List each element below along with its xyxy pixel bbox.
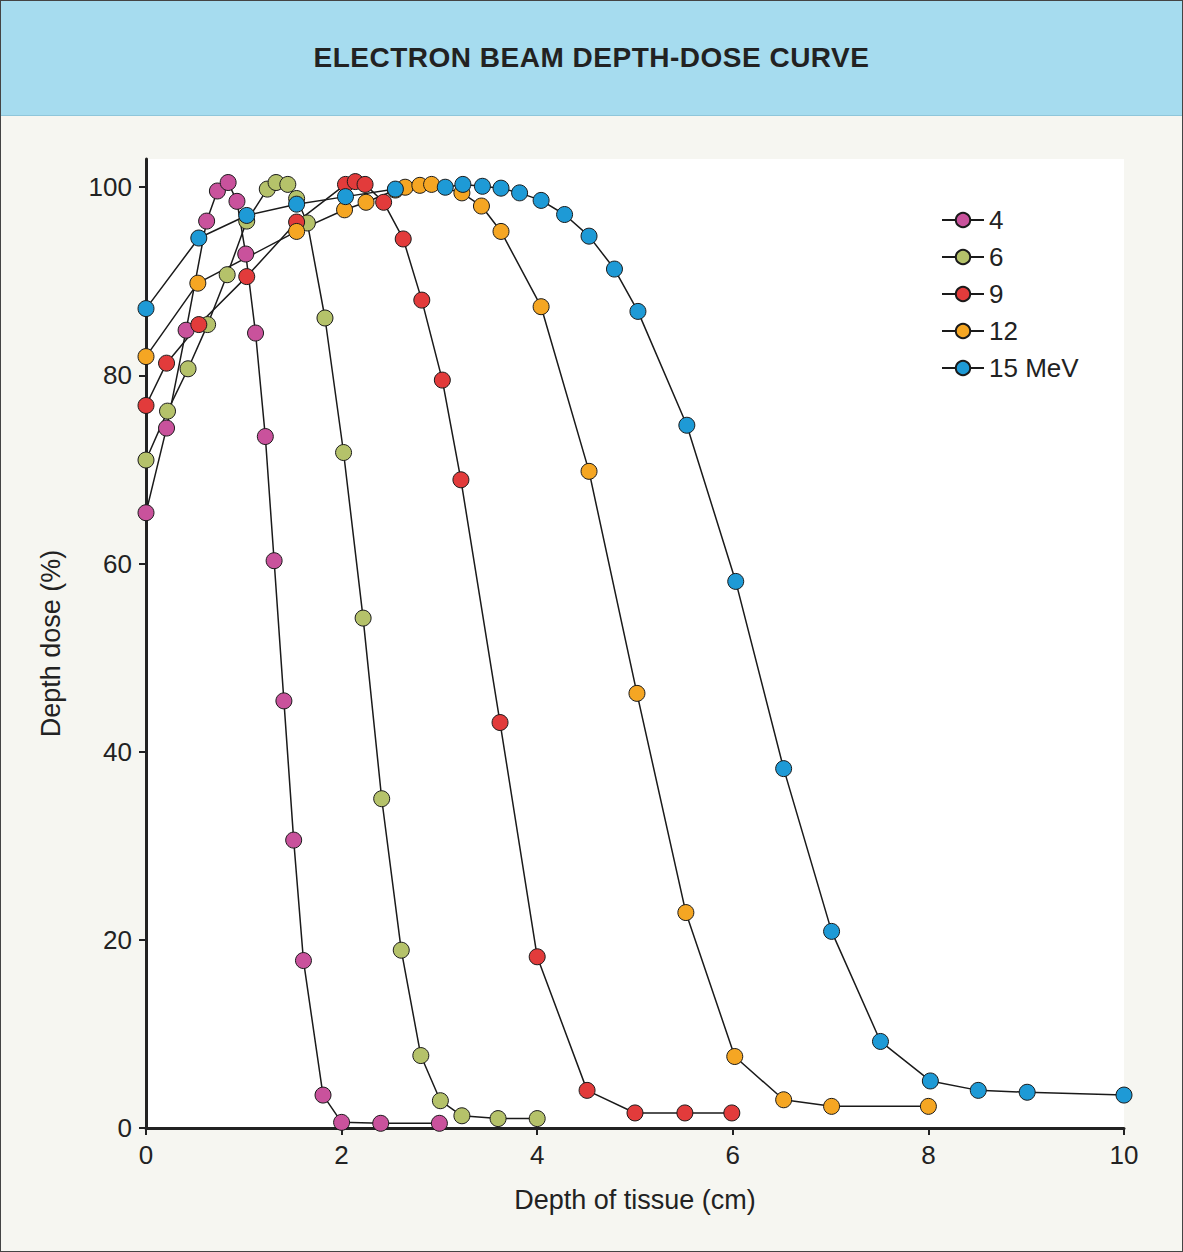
html-text:ELECTRON BEAM DEPTH-DOSE CURVE: ELECTRON BEAM DEPTH-DOSE CURVE bbox=[313, 42, 870, 73]
svg-text:Depth dose (%): Depth dose (%) bbox=[36, 550, 66, 738]
svg-text:4: 4 bbox=[989, 205, 1003, 235]
svg-text:10: 10 bbox=[1110, 1140, 1139, 1170]
svg-text:20: 20 bbox=[103, 925, 132, 955]
svg-text:0: 0 bbox=[118, 1113, 132, 1143]
svg-text:12: 12 bbox=[989, 316, 1018, 346]
svg-text:15 MeV: 15 MeV bbox=[989, 353, 1079, 383]
svg-text:8: 8 bbox=[921, 1140, 935, 1170]
svg-text:4: 4 bbox=[530, 1140, 544, 1170]
svg-text:Depth of tissue (cm): Depth of tissue (cm) bbox=[514, 1185, 756, 1215]
svg-text:6: 6 bbox=[726, 1140, 740, 1170]
svg-text:40: 40 bbox=[103, 737, 132, 767]
svg-text:60: 60 bbox=[103, 549, 132, 579]
svg-text:2: 2 bbox=[334, 1140, 348, 1170]
svg-text:80: 80 bbox=[103, 360, 132, 390]
svg-text:6: 6 bbox=[989, 242, 1003, 272]
svg-text:100: 100 bbox=[89, 172, 132, 202]
svg-text:9: 9 bbox=[989, 279, 1003, 309]
svg-text:0: 0 bbox=[139, 1140, 153, 1170]
